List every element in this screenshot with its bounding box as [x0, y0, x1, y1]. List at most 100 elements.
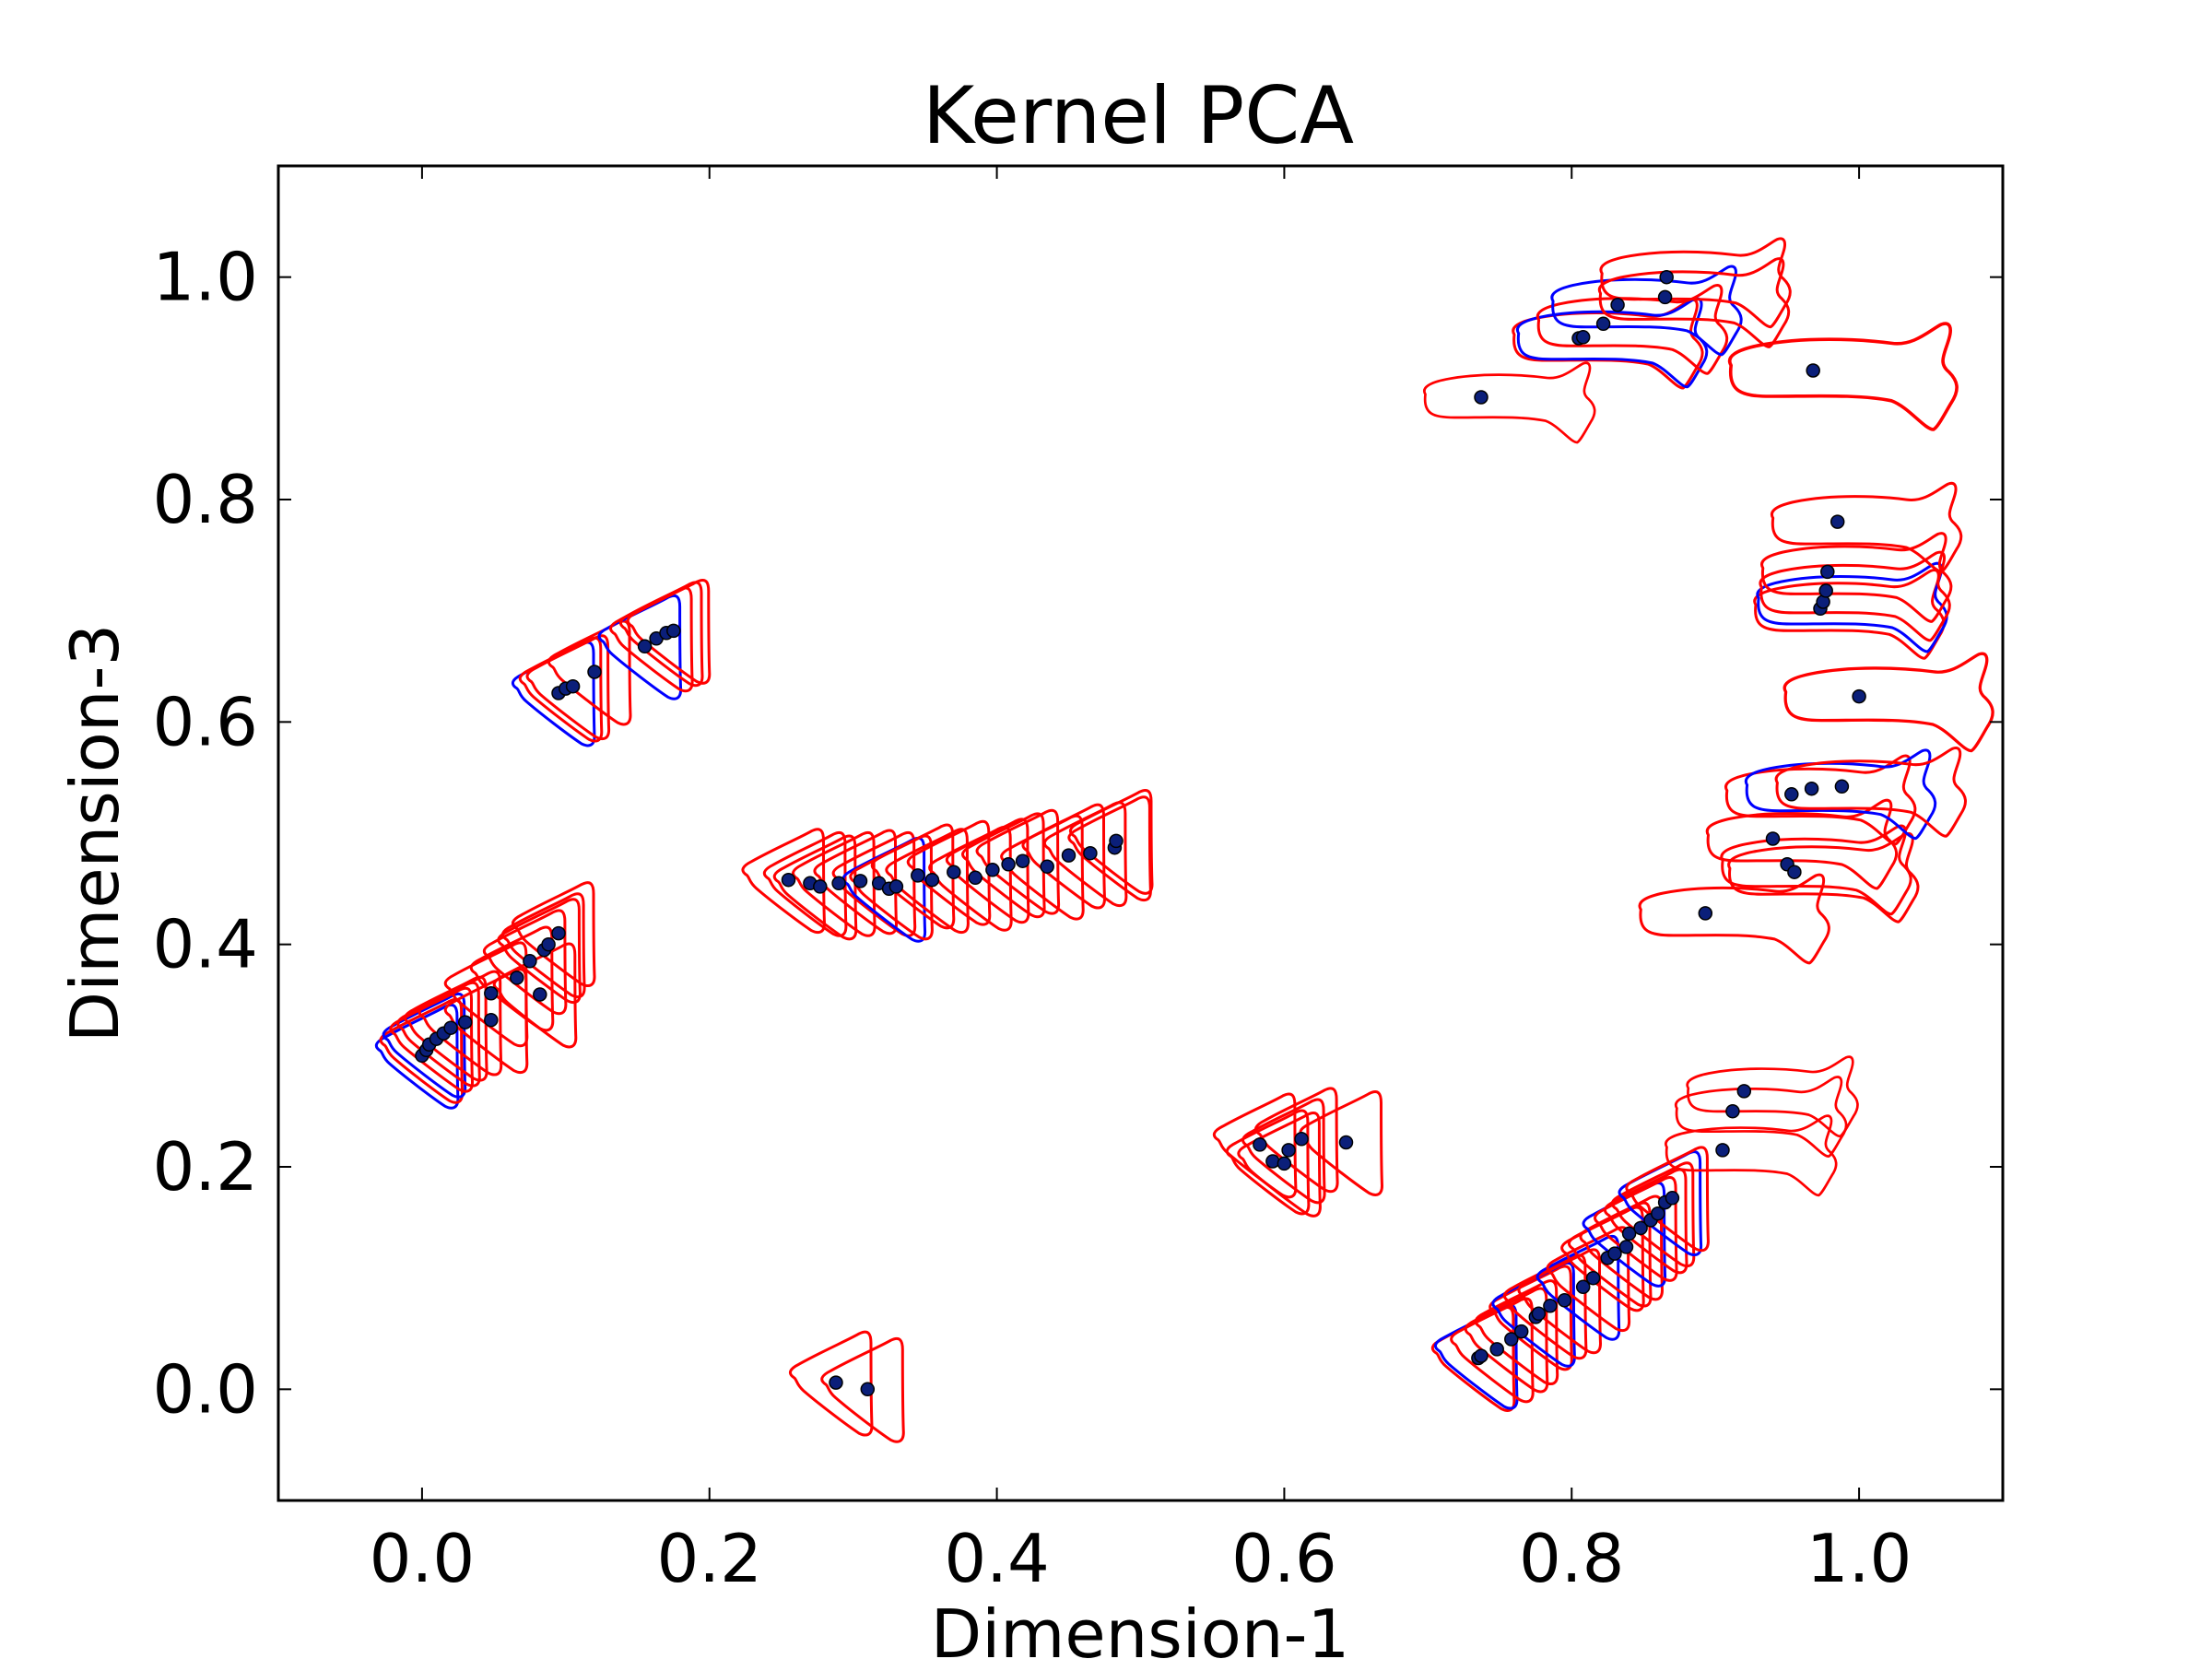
- triangle-glyph: [841, 836, 927, 943]
- fish-glyph: [1783, 652, 1994, 753]
- triangle-glyph: [1299, 1090, 1383, 1196]
- data-point: [1489, 1342, 1504, 1357]
- data-point: [510, 971, 524, 985]
- data-point: [1294, 1132, 1309, 1147]
- triangle-glyph: [1000, 814, 1085, 921]
- data-point: [1820, 564, 1835, 580]
- triangle-glyph: [497, 898, 582, 1005]
- data-point: [1834, 779, 1850, 794]
- triangle-glyph: [1502, 1253, 1588, 1360]
- data-point: [1265, 1154, 1280, 1169]
- fish-glyph: [1597, 257, 1791, 348]
- triangle-glyph: [1254, 1087, 1339, 1194]
- triangle-glyph: [945, 818, 1030, 924]
- data-point: [457, 1015, 473, 1030]
- triangle-glyph: [831, 830, 917, 937]
- y-tick-label: 0.6: [152, 683, 258, 760]
- fish-glyph: [1724, 754, 1917, 846]
- fish-glyph: [1638, 873, 1830, 965]
- triangle-glyph: [1450, 1297, 1535, 1404]
- data-point: [1001, 857, 1016, 872]
- fish-glyph: [1720, 824, 1912, 916]
- y-axis-title: Dimension-3: [56, 624, 134, 1043]
- triangle-glyph: [772, 834, 858, 941]
- fish-glyph: [1686, 1055, 1859, 1138]
- data-point: [666, 623, 681, 639]
- point-layer: [415, 269, 1866, 1397]
- data-point: [443, 1020, 458, 1035]
- data-point: [1543, 1299, 1558, 1313]
- triangle-glyph: [975, 808, 1061, 915]
- data-point: [1784, 787, 1799, 802]
- x-tick-label: 0.6: [1231, 1520, 1337, 1597]
- fish-glyph: [1744, 748, 1937, 841]
- plot-frame: [276, 164, 2005, 1502]
- data-point: [1061, 848, 1077, 863]
- data-point: [1725, 1103, 1740, 1119]
- triangle-glyph: [1433, 1303, 1519, 1410]
- data-point: [1787, 865, 1802, 879]
- x-tick-label: 0.0: [370, 1520, 476, 1597]
- triangle-glyph: [820, 1336, 905, 1443]
- data-point: [1281, 1143, 1296, 1158]
- fish-glyph: [1423, 361, 1596, 444]
- data-point: [1618, 1240, 1634, 1254]
- x-tick-label: 0.2: [656, 1520, 762, 1597]
- data-point: [924, 872, 940, 888]
- data-point: [1585, 1270, 1601, 1286]
- data-point: [1253, 1137, 1267, 1152]
- fish-glyph: [1727, 831, 1920, 924]
- data-point: [1621, 1226, 1637, 1241]
- triangle-glyph: [443, 941, 529, 1048]
- data-point: [1513, 1324, 1529, 1339]
- data-point: [1504, 1332, 1519, 1347]
- data-point: [853, 874, 868, 888]
- data-point: [523, 954, 537, 969]
- data-point: [1277, 1156, 1292, 1171]
- tick-layer: 0.0 0.2 0.4 0.6 0.8 1.0 0.0 0.2 0.4 0.6 0.8 1.0: [152, 166, 2003, 1597]
- data-point: [1109, 833, 1124, 849]
- data-point: [781, 872, 796, 888]
- fish-glyph: [1599, 237, 1792, 329]
- triangle-glyph: [1225, 1109, 1311, 1216]
- triangle-glyph: [511, 881, 596, 987]
- data-point: [1040, 859, 1054, 874]
- data-point: [1474, 1348, 1488, 1363]
- fish-glyph: [1674, 1076, 1848, 1159]
- data-point: [1338, 1135, 1354, 1150]
- data-point: [947, 865, 961, 879]
- fish-glyph: [1756, 561, 1948, 653]
- data-point: [587, 665, 602, 679]
- triangle-glyph: [492, 942, 578, 1049]
- data-point: [1715, 1143, 1730, 1158]
- fish-glyph: [1760, 532, 1953, 623]
- x-tick-label: 0.4: [944, 1520, 1050, 1597]
- y-tick-label: 0.4: [152, 906, 258, 983]
- y-tick-label: 1.0: [152, 239, 258, 316]
- data-point: [1659, 269, 1674, 285]
- data-point: [1852, 688, 1866, 704]
- data-point: [1531, 1306, 1547, 1322]
- data-point: [860, 1382, 876, 1397]
- data-point: [911, 868, 925, 883]
- x-tick-label: 0.8: [1519, 1520, 1625, 1597]
- data-point: [1806, 363, 1820, 378]
- fish-glyph: [1665, 1114, 1838, 1197]
- data-point: [541, 936, 556, 952]
- data-point: [484, 1012, 499, 1028]
- data-point: [1575, 330, 1591, 345]
- triangle-glyph: [597, 594, 683, 700]
- glyph-layer: [374, 237, 1994, 1443]
- data-point: [1818, 583, 1833, 598]
- data-point: [1557, 1293, 1572, 1308]
- x-axis-title: Dimension-1: [931, 1595, 1350, 1659]
- data-point: [985, 863, 1000, 877]
- data-point: [565, 678, 581, 694]
- triangle-glyph: [1042, 801, 1128, 908]
- triangle-glyph: [1488, 1265, 1573, 1371]
- x-tick-label: 1.0: [1806, 1520, 1912, 1597]
- fish-glyph: [1774, 747, 1967, 838]
- data-point: [484, 986, 499, 1001]
- triangle-glyph: [525, 634, 611, 741]
